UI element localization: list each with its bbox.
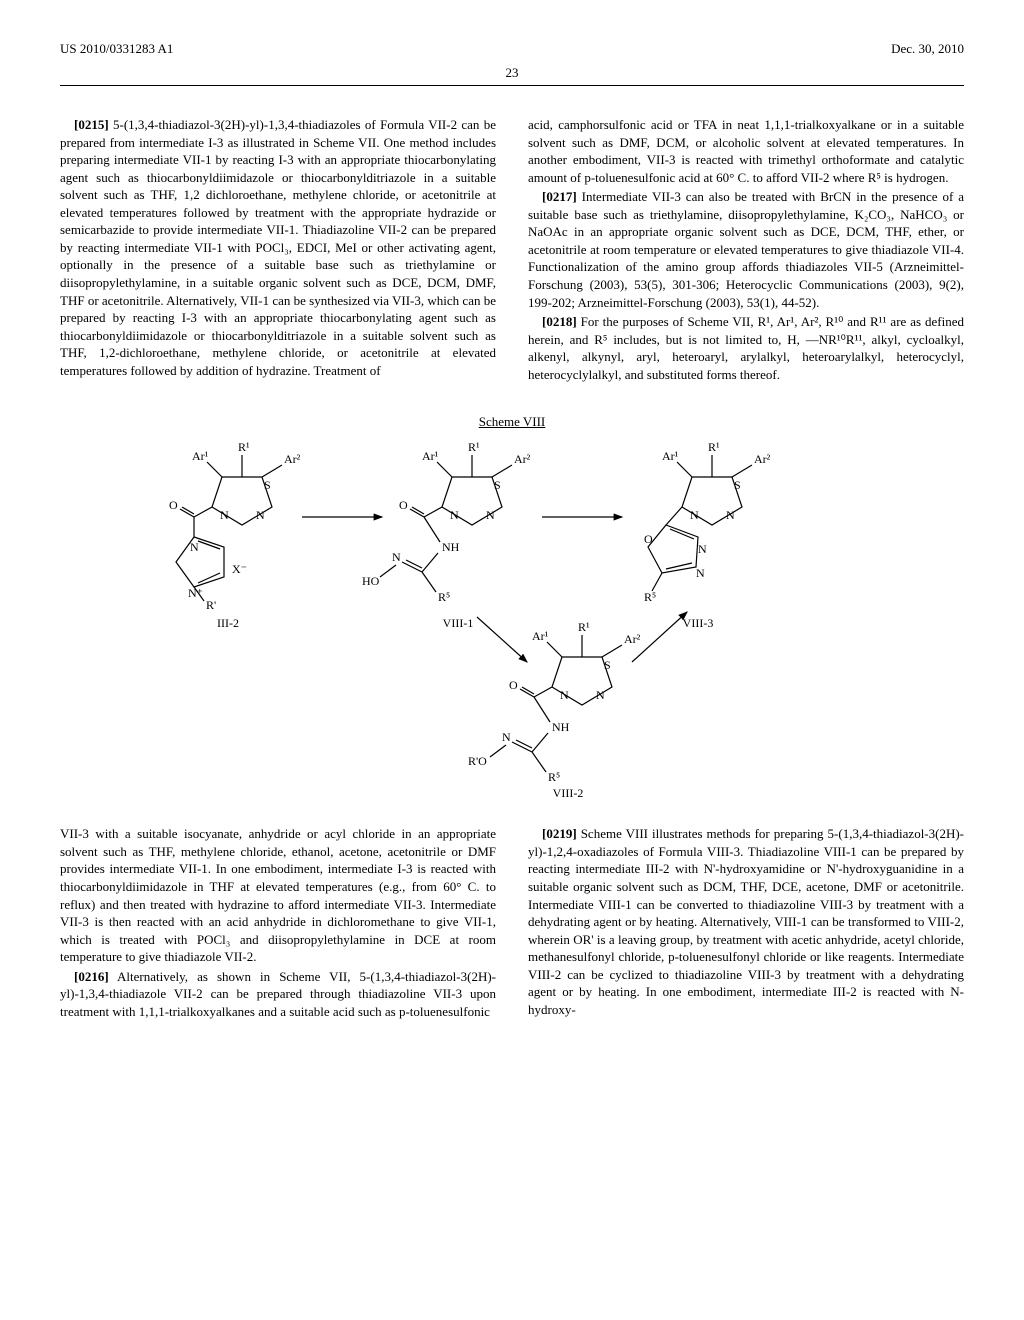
- label-nh-2: NH: [442, 540, 460, 554]
- label-r1-3: R¹: [708, 440, 720, 454]
- label-r5-2: R⁵: [438, 590, 450, 604]
- scheme-viii-svg: Ar¹ Ar² R¹ S N N O N N⁺ R' X⁻ III-2: [132, 437, 892, 797]
- label-ho-2: HO: [362, 574, 380, 588]
- para-num-0217: [0217]: [542, 189, 577, 204]
- label-n-1b: N: [220, 508, 229, 522]
- right-column-lower: [0219] Scheme VIII illustrates methods f…: [528, 825, 964, 1022]
- para-right-cont: acid, camphorsulfonic acid or TFA in nea…: [528, 116, 964, 186]
- compound-viii-1: Ar¹ Ar² R¹ S N N O NH N HO R⁵ VIII-1: [362, 440, 531, 630]
- label-s-2: S: [494, 478, 501, 492]
- label-n-2a: N: [486, 508, 495, 522]
- para-0218-text: For the purposes of Scheme VII, R¹, Ar¹,…: [528, 314, 964, 382]
- label-ar2-2: Ar²: [514, 452, 531, 466]
- compound-viii-2: Ar¹ Ar² R¹ S N N O NH N R'O R⁵ VIII-2: [468, 620, 641, 797]
- label-n-4b: N: [560, 688, 569, 702]
- label-viii-2: VIII-2: [553, 786, 584, 797]
- label-iii-2: III-2: [217, 616, 239, 630]
- label-n-4a: N: [596, 688, 605, 702]
- scheme-viii-title: Scheme VIII: [60, 413, 964, 431]
- label-r5-3: R⁵: [644, 590, 656, 604]
- label-ar2-3: Ar²: [754, 452, 771, 466]
- upper-columns: [0215] 5-(1,3,4-thiadiazol-3(2H)-yl)-1,3…: [60, 116, 964, 385]
- label-r1-4: R¹: [578, 620, 590, 634]
- label-o-3: O: [644, 532, 653, 546]
- para-0215-text: 5-(1,3,4-thiadiazol-3(2H)-yl)-1,3,4-thia…: [60, 117, 496, 378]
- compound-iii-2: Ar¹ Ar² R¹ S N N O N N⁺ R' X⁻ III-2: [169, 440, 301, 630]
- pub-number: US 2010/0331283 A1: [60, 40, 173, 58]
- label-n-3c: N: [698, 542, 707, 556]
- label-n-3a: N: [726, 508, 735, 522]
- label-o-1: O: [169, 498, 178, 512]
- page-number: 23: [60, 64, 964, 82]
- label-s-1: S: [264, 478, 271, 492]
- para-0215: [0215] 5-(1,3,4-thiadiazol-3(2H)-yl)-1,3…: [60, 116, 496, 379]
- label-rpo-4: R'O: [468, 754, 487, 768]
- para-0216: [0216] Alternatively, as shown in Scheme…: [60, 968, 496, 1021]
- compound-viii-3: Ar¹ Ar² R¹ S N N O N N R⁵ VIII-3: [644, 440, 771, 630]
- label-r5-4: R⁵: [548, 770, 560, 784]
- right-column-upper: acid, camphorsulfonic acid or TFA in nea…: [528, 116, 964, 385]
- label-viii-1: VIII-1: [443, 616, 474, 630]
- label-nh-4: NH: [552, 720, 570, 734]
- para-num-0215: [0215]: [74, 117, 109, 132]
- label-ar1-4: Ar¹: [532, 629, 549, 643]
- label-n-1c: N: [190, 540, 199, 554]
- label-n-2b: N: [450, 508, 459, 522]
- label-s-3: S: [734, 478, 741, 492]
- scheme-viii-figure: Scheme VIII Ar¹ Ar² R¹ S N N O: [60, 413, 964, 801]
- para-0219: [0219] Scheme VIII illustrates methods f…: [528, 825, 964, 1018]
- label-r1-1: R¹: [238, 440, 250, 454]
- label-o-4: O: [509, 678, 518, 692]
- pub-date: Dec. 30, 2010: [891, 40, 964, 58]
- label-ar2-4: Ar²: [624, 632, 641, 646]
- para-0219-text: Scheme VIII illustrates methods for prep…: [528, 826, 964, 1016]
- para-num-0218: [0218]: [542, 314, 577, 329]
- para-0217-text: Intermediate VII-3 can also be treated w…: [528, 189, 964, 309]
- label-ar1-2: Ar¹: [422, 449, 439, 463]
- arrow-3: [477, 617, 527, 662]
- para-0218: [0218] For the purposes of Scheme VII, R…: [528, 313, 964, 383]
- header-rule: [60, 85, 964, 86]
- label-ar2-1: Ar²: [284, 452, 301, 466]
- label-ar1-1: Ar¹: [192, 449, 209, 463]
- label-ar1-3: Ar¹: [662, 449, 679, 463]
- para-left-cont: VII-3 with a suitable isocyanate, anhydr…: [60, 825, 496, 965]
- para-num-0216: [0216]: [74, 969, 109, 984]
- label-n-3d: N: [696, 566, 705, 580]
- left-column-upper: [0215] 5-(1,3,4-thiadiazol-3(2H)-yl)-1,3…: [60, 116, 496, 385]
- para-num-0219: [0219]: [542, 826, 577, 841]
- para-0216-text: Alternatively, as shown in Scheme VII, 5…: [60, 969, 496, 1019]
- label-s-4: S: [604, 658, 611, 672]
- para-0217: [0217] Intermediate VII-3 can also be tr…: [528, 188, 964, 311]
- label-n-1a: N: [256, 508, 265, 522]
- label-x-1: X⁻: [232, 562, 247, 576]
- label-r1-2: R¹: [468, 440, 480, 454]
- left-column-lower: VII-3 with a suitable isocyanate, anhydr…: [60, 825, 496, 1022]
- lower-columns: VII-3 with a suitable isocyanate, anhydr…: [60, 825, 964, 1022]
- label-n-3b: N: [690, 508, 699, 522]
- label-viii-3: VIII-3: [683, 616, 714, 630]
- label-rp-1: R': [206, 598, 216, 612]
- label-n-4c: N: [502, 730, 511, 744]
- label-o-2: O: [399, 498, 408, 512]
- label-n-2c: N: [392, 550, 401, 564]
